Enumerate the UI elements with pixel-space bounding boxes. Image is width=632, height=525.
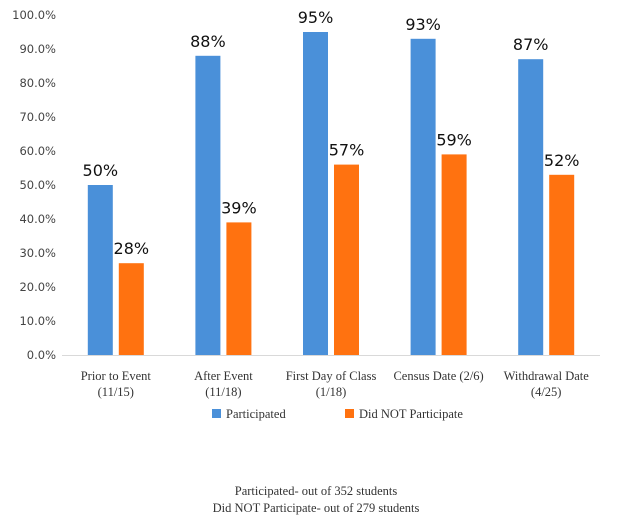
- category-label: (1/18): [316, 385, 347, 399]
- data-label: 87%: [513, 35, 549, 54]
- data-label: 50%: [83, 161, 119, 180]
- data-label: 59%: [436, 130, 472, 149]
- data-label: 28%: [114, 239, 150, 258]
- bar-participated: [410, 38, 436, 356]
- y-tick-label: 30.0%: [19, 246, 56, 260]
- footnote-did-not-participate: Did NOT Participate- out of 279 students: [212, 501, 420, 515]
- bar-did-not-participate: [549, 174, 575, 355]
- y-tick-label: 70.0%: [19, 110, 56, 124]
- bar-participated: [518, 59, 544, 355]
- category-label: Prior to Event: [81, 369, 152, 383]
- y-tick-label: 90.0%: [19, 42, 56, 56]
- y-tick-label: 50.0%: [19, 178, 56, 192]
- legend-label-did-not-participate: Did NOT Participate: [359, 407, 463, 421]
- bar-did-not-participate: [118, 263, 144, 355]
- bar-did-not-participate: [226, 222, 252, 355]
- data-label: 95%: [298, 8, 334, 27]
- category-label: (11/15): [98, 385, 134, 399]
- y-tick-label: 60.0%: [19, 144, 56, 158]
- bar-participated: [87, 185, 113, 355]
- y-tick-label: 40.0%: [19, 212, 56, 226]
- y-tick-label: 100.0%: [12, 8, 56, 22]
- footnote-participated: Participated- out of 352 students: [234, 484, 398, 498]
- data-label: 57%: [329, 141, 365, 160]
- y-tick-label: 20.0%: [19, 280, 56, 294]
- legend-swatch-participated: [212, 409, 221, 418]
- legend-swatch-did-not-participate: [345, 409, 354, 418]
- bar-did-not-participate: [334, 164, 359, 355]
- legend-label-participated: Participated: [226, 407, 286, 421]
- category-label: First Day of Class: [286, 369, 377, 383]
- data-label: 88%: [190, 32, 226, 51]
- category-label: (4/25): [531, 385, 562, 399]
- y-tick-label: 10.0%: [19, 314, 56, 328]
- y-tick-label: 0.0%: [27, 348, 56, 362]
- data-label: 93%: [405, 15, 441, 34]
- category-label: Census Date (2/6): [393, 369, 483, 383]
- category-label: (11/18): [205, 385, 241, 399]
- data-label: 39%: [221, 198, 257, 217]
- bar-participated: [303, 32, 328, 355]
- data-label: 52%: [544, 151, 580, 170]
- y-tick-label: 80.0%: [19, 76, 56, 90]
- bar-did-not-participate: [441, 154, 467, 355]
- category-label: Withdrawal Date: [504, 369, 590, 383]
- bar-participated: [195, 55, 221, 356]
- category-label: After Event: [194, 369, 253, 383]
